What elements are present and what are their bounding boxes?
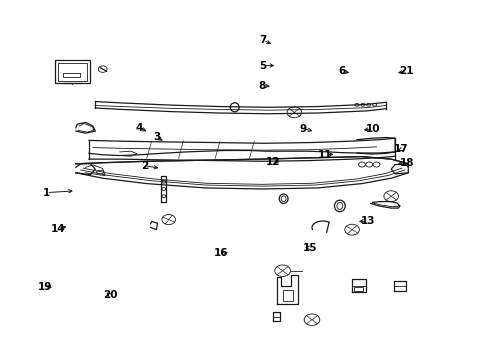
Bar xyxy=(353,287,362,291)
Text: 7: 7 xyxy=(259,35,266,45)
Text: 21: 21 xyxy=(399,66,413,76)
Text: 10: 10 xyxy=(365,124,379,134)
Text: 2: 2 xyxy=(141,161,147,171)
Text: 19: 19 xyxy=(38,282,52,292)
Text: 3: 3 xyxy=(153,132,160,142)
Text: 17: 17 xyxy=(393,144,407,154)
Text: 12: 12 xyxy=(265,157,280,167)
Bar xyxy=(58,63,87,81)
Bar xyxy=(282,290,293,301)
Text: 11: 11 xyxy=(317,150,332,160)
Text: 20: 20 xyxy=(102,290,117,300)
Text: 1: 1 xyxy=(43,188,50,198)
Text: 6: 6 xyxy=(338,66,345,76)
Text: 14: 14 xyxy=(50,224,65,234)
Text: 8: 8 xyxy=(258,81,264,91)
Text: 15: 15 xyxy=(303,243,317,253)
Text: 9: 9 xyxy=(299,124,306,134)
Bar xyxy=(62,73,80,77)
Bar xyxy=(55,60,90,83)
Text: 18: 18 xyxy=(399,158,413,168)
Text: 16: 16 xyxy=(213,248,228,258)
Text: 13: 13 xyxy=(360,216,374,226)
Text: 5: 5 xyxy=(259,60,266,71)
Text: 4: 4 xyxy=(135,123,143,133)
